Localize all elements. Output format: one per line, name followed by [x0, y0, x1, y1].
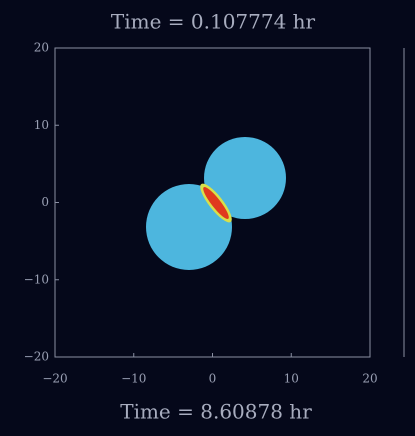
- contact-core: [203, 186, 229, 220]
- y-tick-label: −20: [24, 350, 49, 364]
- y-tick-label: 20: [34, 41, 49, 55]
- x-tick-label: −20: [42, 372, 67, 386]
- y-tick-label: 10: [34, 118, 49, 132]
- droplets: [146, 137, 286, 270]
- y-tick-label: 0: [41, 195, 49, 209]
- droplet: [204, 137, 286, 219]
- y-tick-label: −10: [24, 272, 49, 286]
- chart-title: Time = 0.107774 hr: [111, 10, 316, 34]
- x-tick-label: 10: [284, 372, 299, 386]
- x-tick-label: 20: [362, 372, 377, 386]
- x-tick-label: 0: [209, 372, 217, 386]
- x-tick-label: −10: [121, 372, 146, 386]
- chart-subtitle: Time = 8.60878 hr: [120, 400, 312, 424]
